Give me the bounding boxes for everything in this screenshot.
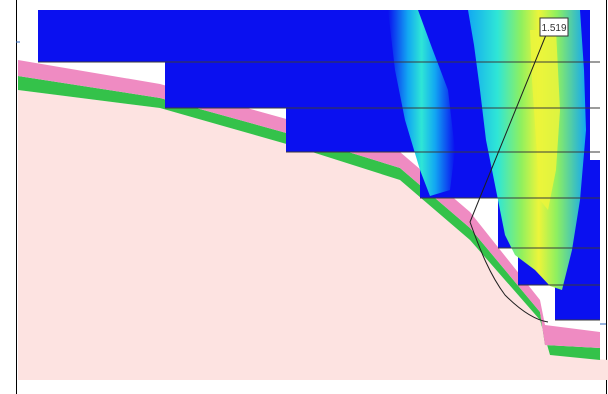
frame-right-border — [606, 0, 607, 394]
critical-slip-circle — [469, 221, 549, 323]
contour-streak-core — [530, 30, 560, 210]
contour-streak-left — [388, 10, 455, 196]
bench-lines — [38, 61, 600, 321]
surface-pink-layer — [18, 60, 600, 348]
slope-body — [18, 90, 608, 380]
slip-radius-line — [469, 29, 549, 223]
safety-factor-box — [539, 17, 569, 37]
stress-contour-field — [38, 10, 600, 320]
safety-factor-label: 1.519 — [541, 23, 566, 34]
frame-left-border — [16, 0, 17, 394]
